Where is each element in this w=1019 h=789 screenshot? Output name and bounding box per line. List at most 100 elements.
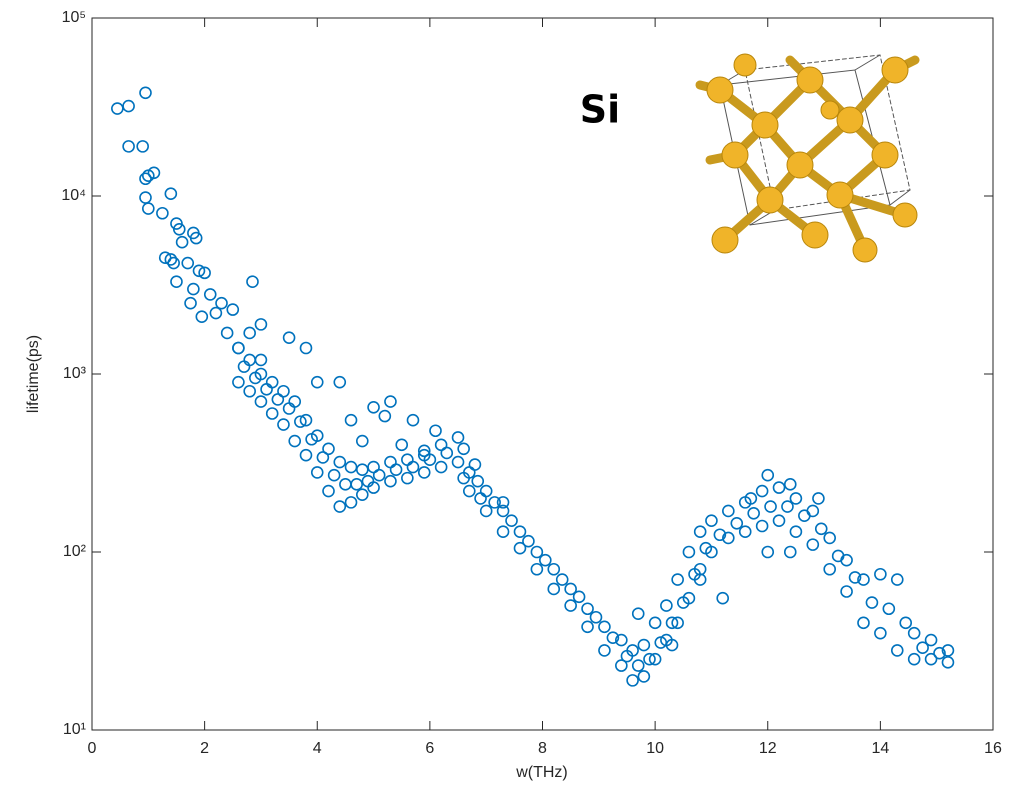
plot-frame: [91, 17, 994, 731]
point: [671, 573, 684, 586]
point: [789, 525, 803, 539]
point: [344, 460, 358, 474]
point: [243, 384, 256, 398]
points: [111, 86, 955, 687]
point: [505, 514, 518, 527]
point: [496, 504, 510, 518]
x-tick-label: 16: [984, 740, 1002, 757]
point: [755, 484, 769, 498]
point: [648, 652, 662, 666]
point: [730, 516, 744, 530]
point: [271, 393, 285, 406]
crystal-inset: [695, 53, 920, 263]
point: [265, 407, 279, 420]
point: [643, 652, 656, 666]
point: [429, 424, 442, 438]
point: [637, 638, 651, 652]
point: [682, 545, 696, 559]
point: [857, 573, 870, 586]
point: [184, 296, 197, 310]
point: [406, 460, 420, 474]
annotation: Si: [580, 88, 620, 132]
point: [468, 458, 482, 471]
point: [378, 409, 392, 423]
point: [513, 525, 527, 539]
point: [243, 326, 256, 340]
x-tick-label: 2: [200, 740, 209, 757]
point: [260, 383, 273, 396]
point: [355, 488, 369, 501]
point: [722, 504, 735, 518]
y-tick-label: 10⁴: [61, 187, 86, 204]
point: [722, 531, 735, 545]
point: [299, 341, 313, 355]
point: [814, 522, 828, 536]
x-axis-label: w(THz): [515, 764, 568, 781]
point: [417, 448, 431, 462]
point: [164, 253, 178, 266]
point: [631, 659, 645, 672]
point: [355, 463, 369, 476]
point: [555, 573, 569, 586]
point: [417, 466, 431, 479]
point: [294, 415, 307, 428]
point: [122, 99, 135, 113]
point: [781, 500, 794, 513]
point: [693, 573, 707, 586]
x-tick-label: 8: [538, 740, 547, 757]
point: [547, 562, 561, 576]
point: [916, 641, 929, 654]
point: [215, 296, 228, 310]
point: [671, 616, 684, 630]
point: [761, 545, 775, 559]
point: [547, 582, 561, 596]
point: [189, 231, 203, 245]
point: [933, 646, 946, 660]
point: [539, 553, 552, 567]
point: [890, 573, 904, 586]
point: [310, 375, 324, 389]
point: [840, 585, 853, 598]
y-tick-label: 10²: [63, 543, 87, 560]
point: [479, 504, 493, 518]
point: [716, 591, 730, 605]
point: [147, 166, 161, 180]
point: [772, 481, 786, 494]
point: [648, 616, 662, 630]
point: [589, 610, 603, 624]
point: [665, 616, 679, 630]
point: [344, 413, 358, 427]
point: [488, 496, 501, 509]
point: [122, 140, 135, 153]
point: [761, 468, 775, 482]
point: [355, 434, 369, 448]
point: [246, 275, 259, 289]
point: [783, 545, 797, 559]
point: [471, 474, 485, 488]
point: [198, 266, 211, 280]
point: [941, 656, 955, 669]
point: [676, 596, 690, 609]
point: [496, 525, 510, 539]
point: [316, 451, 330, 464]
point: [496, 496, 510, 509]
point: [598, 644, 611, 657]
point: [457, 442, 470, 456]
point: [167, 256, 180, 270]
point: [764, 500, 777, 513]
point: [798, 509, 811, 522]
point: [831, 549, 845, 563]
point: [333, 500, 347, 513]
x-tick-label: 10: [646, 740, 664, 757]
point: [457, 471, 470, 485]
point: [192, 264, 206, 278]
point: [530, 562, 544, 576]
point: [699, 541, 713, 555]
point: [705, 514, 718, 527]
point: [170, 217, 183, 230]
point: [395, 438, 409, 452]
point: [344, 496, 358, 509]
point: [615, 633, 628, 647]
point: [254, 318, 268, 331]
